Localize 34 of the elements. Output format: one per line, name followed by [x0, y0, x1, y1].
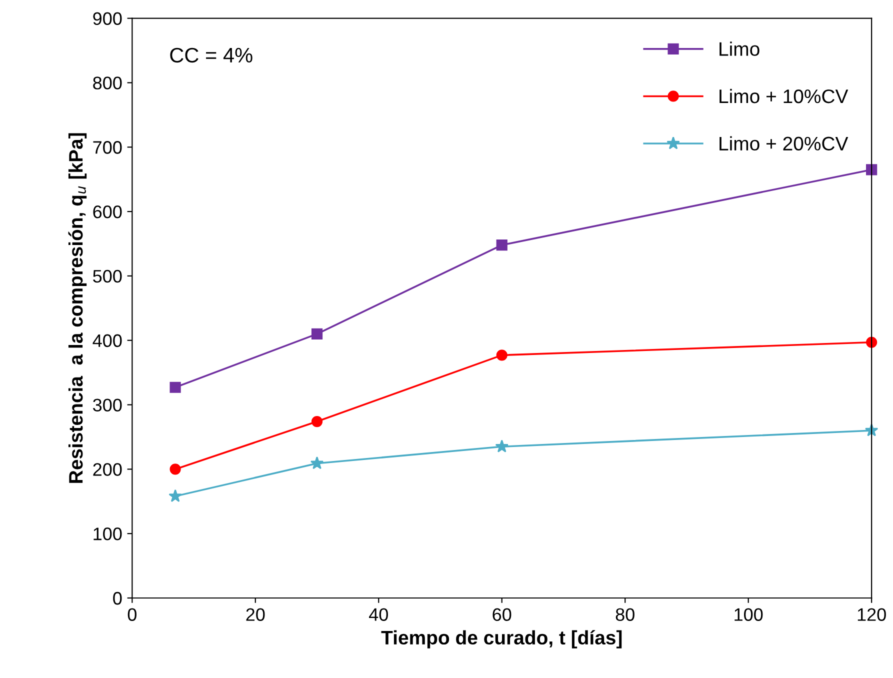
y-tick-label: 600: [93, 205, 122, 218]
x-tick-label: 80: [616, 608, 634, 621]
point: [311, 328, 323, 340]
point: [866, 336, 878, 348]
point: [310, 456, 324, 470]
y-tick-label: 300: [93, 398, 122, 412]
legend-label: Limo + 10%CV: [720, 88, 848, 104]
x-axis-title: Tiempo de curado, t [días]: [381, 630, 622, 648]
point: [495, 440, 509, 452]
y-tick-label: 800: [93, 76, 122, 90]
point: [866, 164, 878, 176]
point: [311, 416, 323, 428]
y-tick-label: 900: [93, 12, 122, 26]
y-tick-label: 0: [113, 592, 122, 605]
x-tick-label: 20: [246, 608, 265, 621]
legend-label: Limo + 20%CV: [720, 136, 848, 151]
point: [170, 464, 181, 475]
point: [170, 382, 181, 393]
annotation: CC = 4%: [170, 48, 252, 63]
point: [168, 489, 182, 502]
x-tick-label: 0: [128, 608, 136, 621]
x-tick-label: 100: [734, 608, 763, 621]
legend-label: Limo: [720, 42, 760, 56]
y-axis-title: Resistencia a la compresión, q$_{u}$ [kPa]: [68, 133, 87, 483]
x-tick-label: 60: [492, 608, 512, 621]
point: [496, 350, 508, 361]
y-tick-label: 500: [93, 270, 122, 283]
point: [496, 239, 508, 251]
y-tick-label: 100: [94, 528, 122, 540]
y-tick-label: 200: [93, 463, 122, 476]
x-tick-label: 120: [858, 608, 886, 621]
y-tick-label: 700: [93, 141, 122, 154]
x-tick-label: 40: [369, 608, 388, 621]
y-tick-label: 400: [92, 334, 122, 348]
